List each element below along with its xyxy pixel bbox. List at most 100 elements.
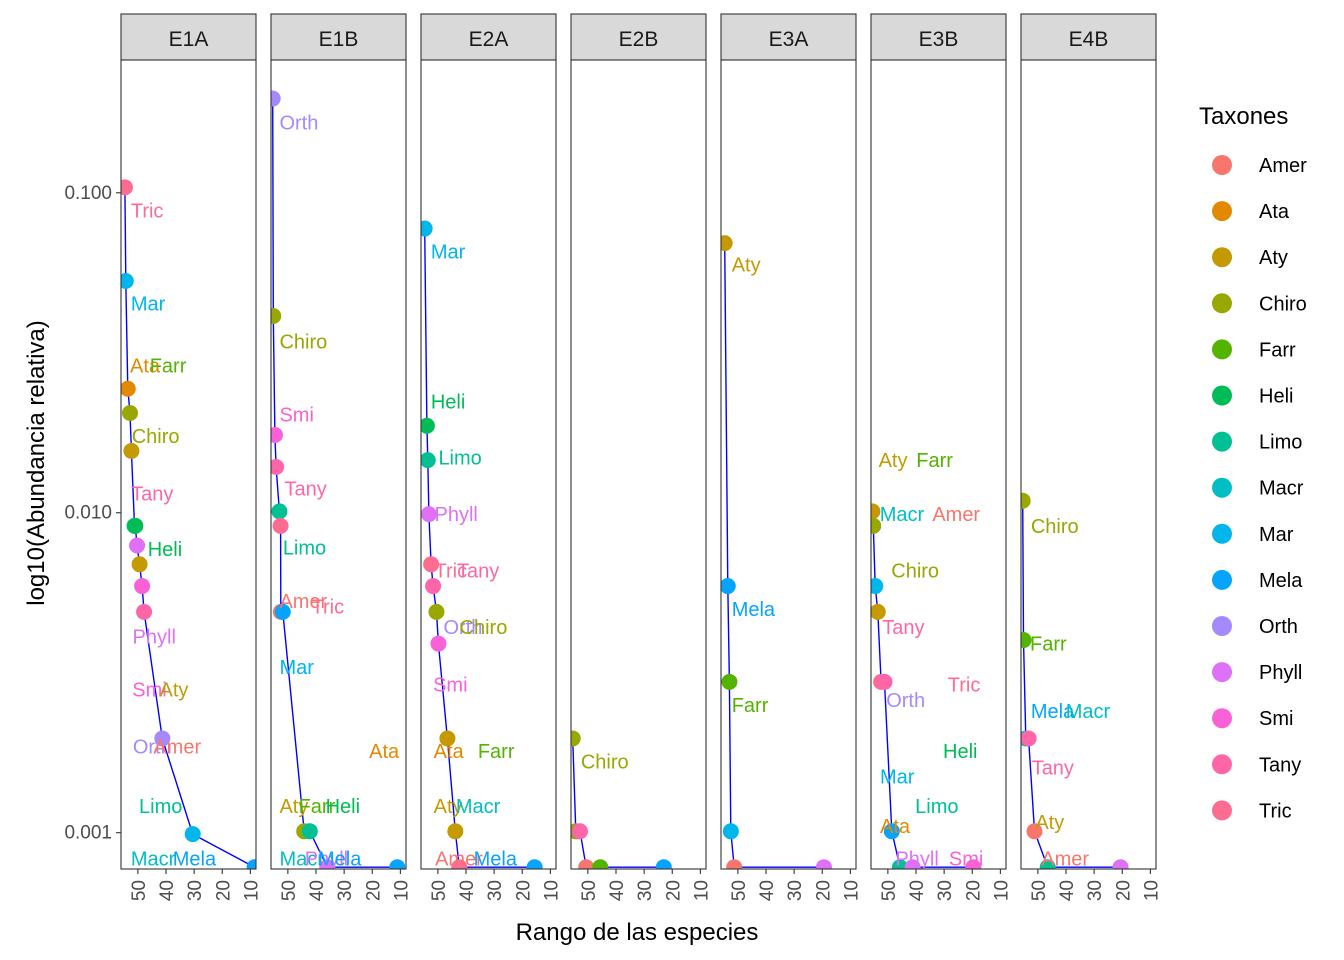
label-orth: Orth [444,617,483,639]
label-heli: Heli [326,796,360,818]
x-tick-label: 30 [1085,880,1106,901]
legend-label-aty: Aty [1259,247,1288,269]
label-tric: Tric [948,675,981,697]
label-mela: Mela [1031,701,1075,723]
x-tick-label: 40 [607,880,628,901]
point-mela [246,859,256,869]
point-mela [389,859,406,869]
label-phyll: Phyll [305,849,348,871]
point-aty [871,503,881,520]
y-tick-label: 0.100 [64,183,112,204]
point-tany [271,458,285,475]
legend-label-ata: Ata [1259,201,1290,223]
facet-strip-label: E2A [469,28,509,51]
point-tric [423,556,440,573]
point-amer [1026,823,1043,840]
facet-strip [1020,13,1157,61]
legend-key-tric [1212,800,1232,821]
label-smi: Smi [949,849,983,871]
label-amer: Amer [279,591,327,613]
x-tick-label: 30 [485,880,506,901]
point-tany [425,578,442,595]
point-chiro [571,730,581,747]
facet-strip-label: E3B [919,28,959,51]
point-limo [271,503,288,520]
legend-key-ata [1212,201,1232,222]
facet-e3a: E3A Aty Mela Farr 50 40 30 20 10 [720,13,862,901]
x-tick-label: 50 [429,880,450,901]
label-chiro: Chiro [581,751,629,773]
x-tick-label: 40 [457,880,478,901]
x-tick-label: 10 [541,880,562,901]
label-mar: Mar [279,657,314,679]
point-smi [430,635,447,652]
label-aty: Aty [1035,812,1064,834]
x-tick-label: 40 [757,880,778,901]
label-heli: Heli [943,741,977,763]
point-chiro [428,603,445,620]
panel-background [271,60,406,869]
facet-strip [570,13,707,61]
label-farr: Farr [150,355,187,377]
point-aty [131,556,148,573]
point-chiro [122,404,138,421]
legend-label-farr: Farr [1259,339,1296,361]
legend-key-orth [1212,616,1232,636]
point-orth [154,730,171,747]
point-mela [655,859,672,869]
facet-e3b: E3B Aty Farr Macr Amer Chiro Tany Tric Orth Heli M… [870,13,1012,901]
point-orth [271,90,281,107]
point-amer [726,859,743,869]
panel-border [720,59,857,870]
facet-strip [720,13,857,61]
label-phyll: Phyll [895,849,938,871]
point-chiro [271,307,282,324]
panel-plot-area: Aty Mela Farr [721,235,832,869]
label-aty: Aty [732,255,761,277]
x-tick-label: 40 [307,880,328,901]
point-tric [451,859,468,869]
x-tick-label: 50 [129,880,150,901]
point-amer [578,859,595,869]
point-aty [123,442,140,459]
x-tick-label: 20 [813,880,834,901]
label-mela: Mela [474,849,518,871]
legend-label-macr: Macr [1259,478,1304,500]
label-aty: Aty [879,450,908,472]
point-tany [136,603,153,620]
x-tick-label: 20 [663,880,684,901]
point-tany [876,673,893,690]
x-tick-label: 20 [363,880,384,901]
facet-strip-label: E1B [319,28,359,51]
label-chiro: Chiro [1031,516,1079,538]
label-amer: Amer [1041,849,1089,871]
facet-strip [420,13,557,61]
point-chiro [871,517,882,534]
legend-label-tric: Tric [1259,800,1292,822]
label-aty: Aty [434,796,463,818]
legend-label-phyll: Phyll [1259,662,1302,684]
facet-strip [120,13,257,61]
label-orth: Orth [886,690,925,712]
x-tick-label: 50 [879,880,900,901]
label-amer: Amer [435,849,483,871]
label-aty: Aty [279,796,308,818]
label-heli: Heli [148,539,182,561]
label-ata: Ata [880,816,911,838]
label-mar: Mar [431,242,466,264]
point-phyll [1112,859,1129,869]
x-tick-label: 40 [157,880,178,901]
label-tany: Tany [882,617,924,639]
point-heli [127,517,144,534]
label-smi: Smi [433,675,467,697]
legend-label-amer: Amer [1259,155,1307,177]
x-tick-label: 20 [213,880,234,901]
legend-label-limo: Limo [1259,432,1302,454]
x-tick-label: 20 [963,880,984,901]
y-axis-title: log10(Abundancia relativa) [23,320,50,606]
label-chiro: Chiro [460,617,508,639]
legend-label-mar: Mar [1259,524,1294,546]
